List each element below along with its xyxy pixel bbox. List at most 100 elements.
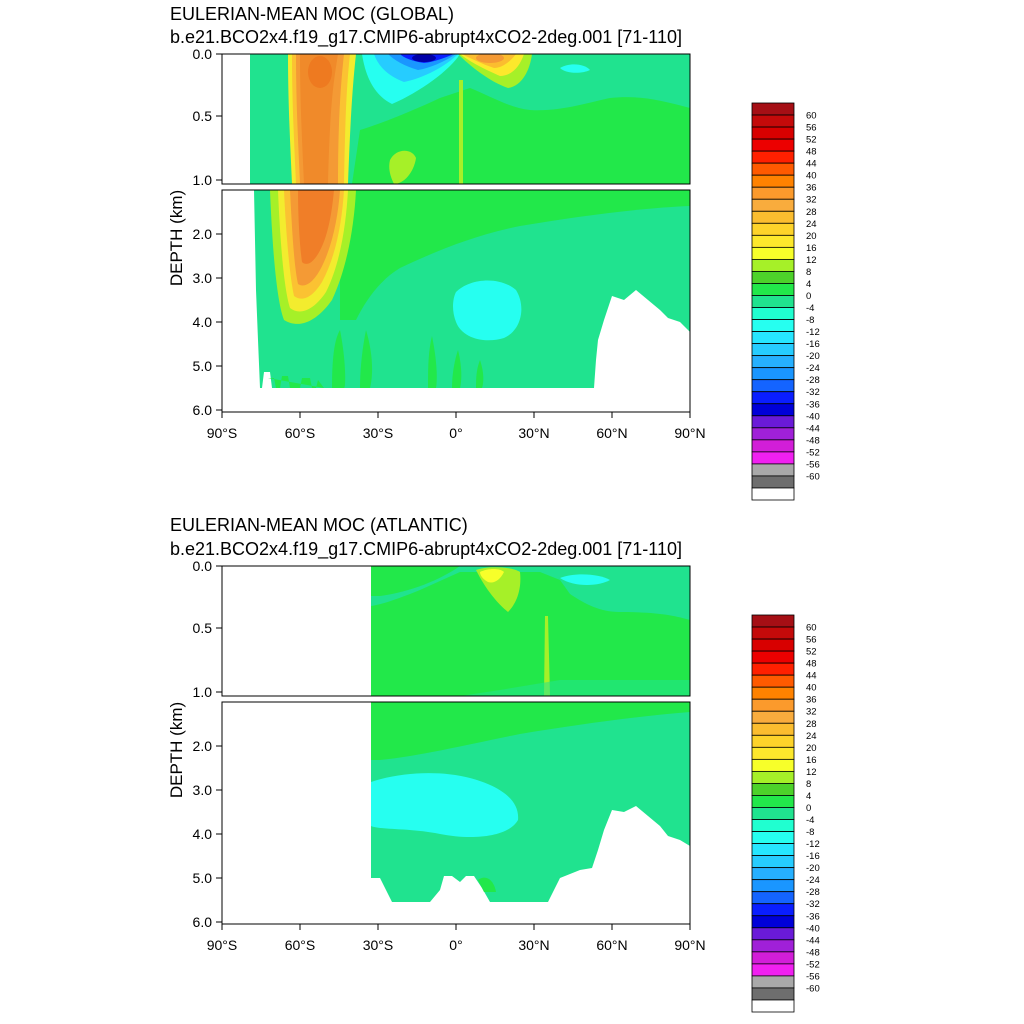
atlantic-title: EULERIAN-MEAN MOC (ATLANTIC)	[170, 515, 468, 535]
global-xtick: 90°N	[674, 425, 705, 441]
atlantic-colorbar-label: 24	[806, 731, 817, 742]
atlantic-colorbar-swatch	[751, 795, 795, 808]
atlantic-xtick: 0°	[449, 937, 462, 953]
atlantic-colorbar-swatch	[751, 891, 795, 905]
atlantic-colorbar-label: -24	[806, 875, 820, 886]
global-colorbar-label: -8	[806, 315, 814, 326]
global-subtitle: b.e21.BCO2x4.f19_g17.CMIP6-abrupt4xCO2-2…	[170, 27, 682, 48]
global-colorbar-label: -4	[806, 303, 814, 314]
global-colorbar-label: 60	[806, 111, 817, 122]
global-colorbar-label: 8	[806, 267, 811, 278]
atlantic-colorbar-swatch	[751, 927, 795, 941]
atlantic-colorbar-swatch	[751, 770, 795, 784]
atlantic-colorbar-label: 12	[806, 767, 817, 778]
global-colorbar-swatch	[751, 379, 795, 393]
atlantic-colorbar-label: 48	[806, 659, 817, 670]
atlantic-colorbar-label: 0	[806, 803, 811, 814]
atlantic-upper-field	[222, 566, 690, 696]
atlantic-ytick: 1.0	[193, 684, 213, 700]
atlantic-colorbar-swatch	[751, 831, 795, 844]
global-xtick: 30°S	[363, 425, 394, 441]
global-ytick: 6.0	[193, 402, 213, 418]
atlantic-colorbar-swatch	[751, 807, 795, 820]
atlantic-colorbar-label: 56	[806, 635, 817, 646]
atlantic-colorbar-swatch	[751, 819, 795, 832]
global-colorbar-label: 32	[806, 195, 817, 206]
global-colorbar-swatch	[751, 355, 795, 369]
atlantic-ytick: 6.0	[193, 914, 213, 930]
atlantic-colorbar-label: -28	[806, 887, 820, 898]
global-lower-field	[222, 190, 690, 412]
atlantic-colorbar-label: 4	[806, 791, 811, 802]
global-ylabel: DEPTH (km)	[167, 190, 186, 286]
global-colorbar-label: 28	[806, 207, 817, 218]
global-xtick: 60°N	[596, 425, 627, 441]
global-axes: 0.0 0.5 1.0 2.0 3.0 4.0 5.0 6.0 90°S 60°…	[167, 46, 706, 441]
global-colorbar-label: -12	[806, 327, 820, 338]
atlantic-colorbar-swatch	[751, 843, 795, 857]
global-xtick: 90°S	[207, 425, 238, 441]
atlantic-colorbar-label: -36	[806, 911, 820, 922]
global-colorbar-swatch	[751, 150, 795, 164]
global-colorbar-swatch	[751, 222, 795, 236]
atlantic-colorbar-label: -56	[806, 971, 820, 982]
atlantic-colorbar-swatch	[751, 698, 795, 712]
global-colorbar-swatch	[751, 319, 795, 332]
atlantic-panel: EULERIAN-MEAN MOC (ATLANTIC) b.e21.BCO2x…	[167, 515, 706, 953]
global-colorbar-swatch	[751, 415, 795, 429]
atlantic-colorbar-swatch	[751, 855, 795, 869]
atlantic-colorbar-swatch	[751, 650, 795, 664]
global-colorbar-label: -16	[806, 339, 820, 350]
atlantic-colorbar-swatch	[751, 662, 795, 676]
atlantic-colorbar-swatch	[751, 879, 795, 893]
global-colorbar-label: -44	[806, 423, 820, 434]
atlantic-ytick: 4.0	[193, 826, 213, 842]
atlantic-colorbar-label: -44	[806, 935, 820, 946]
atlantic-colorbar: 60565248444036322824201612840-4-8-12-16-…	[751, 614, 820, 1013]
global-colorbar-label: -24	[806, 363, 820, 374]
atlantic-colorbar-swatch	[751, 999, 795, 1013]
global-ytick: 5.0	[193, 358, 213, 374]
global-colorbar-label: -40	[806, 411, 820, 422]
atlantic-colorbar-label: 28	[806, 719, 817, 730]
global-colorbar-swatch	[751, 102, 795, 116]
atlantic-colorbar-label: 52	[806, 647, 817, 658]
atlantic-colorbar-label: -32	[806, 899, 820, 910]
global-ytick: 2.0	[193, 226, 213, 242]
atlantic-colorbar-swatch	[751, 734, 795, 748]
atlantic-colorbar-swatch	[751, 626, 795, 640]
global-xtick: 0°	[449, 425, 462, 441]
global-colorbar-label: 12	[806, 255, 817, 266]
global-colorbar-label: -28	[806, 375, 820, 386]
global-colorbar-label: 0	[806, 291, 811, 302]
atlantic-colorbar-swatch	[751, 746, 795, 760]
atlantic-xtick: 30°N	[518, 937, 549, 953]
atlantic-xtick: 90°S	[207, 937, 238, 953]
atlantic-colorbar-label: 16	[806, 755, 817, 766]
atlantic-ytick: 5.0	[193, 870, 213, 886]
global-ytick: 1.0	[193, 172, 213, 188]
atlantic-ytick: 2.0	[193, 738, 213, 754]
global-colorbar-label: -60	[806, 471, 820, 482]
global-colorbar-label: 4	[806, 279, 811, 290]
atlantic-colorbar-swatch	[751, 867, 795, 881]
atlantic-colorbar-swatch	[751, 783, 795, 796]
global-colorbar-swatch	[751, 186, 795, 200]
global-colorbar-swatch	[751, 463, 795, 477]
global-colorbar-swatch	[751, 174, 795, 188]
global-colorbar-swatch	[751, 439, 795, 453]
global-colorbar-swatch	[751, 198, 795, 212]
global-colorbar-label: -48	[806, 435, 820, 446]
global-xtick: 60°S	[285, 425, 316, 441]
global-colorbar-swatch	[751, 271, 795, 284]
atlantic-colorbar-label: -60	[806, 983, 820, 994]
atlantic-colorbar-swatch	[751, 963, 795, 977]
global-colorbar-swatch	[751, 295, 795, 308]
atlantic-colorbar-swatch	[751, 939, 795, 953]
atlantic-axes: 0.0 0.5 1.0 2.0 3.0 4.0 5.0 6.0 90°S 60°…	[167, 558, 706, 953]
global-colorbar-label: 20	[806, 231, 817, 242]
atlantic-colorbar-label: -8	[806, 827, 814, 838]
global-colorbar-swatch	[751, 403, 795, 417]
atlantic-colorbar-label: 20	[806, 743, 817, 754]
